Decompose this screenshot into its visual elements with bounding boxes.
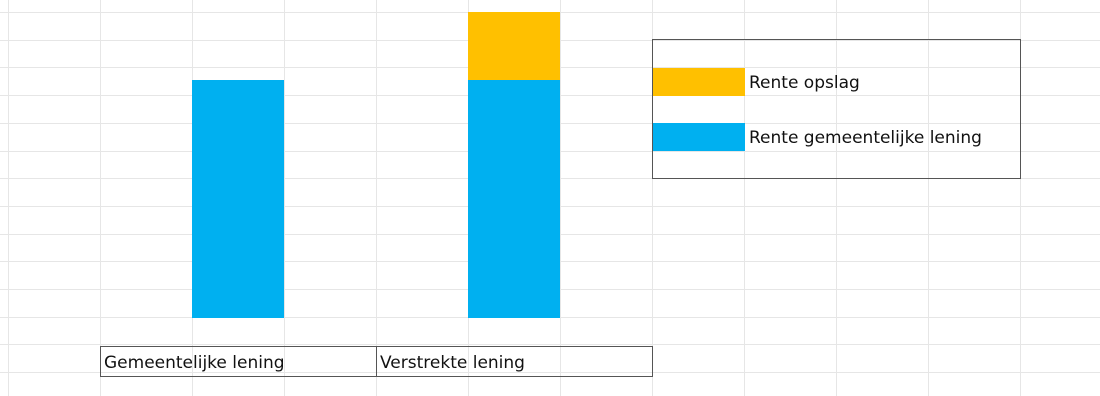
- bar-rente-gemeentelijke-lening-1: [468, 80, 560, 318]
- legend-label-rente-opslag: Rente opslag: [749, 73, 860, 93]
- legend-swatch-rente-opslag: [653, 68, 745, 96]
- category-cell-verstrekte: [376, 346, 653, 377]
- legend-label-rente-gemeentelijke-lening: Rente gemeentelijke lening: [749, 128, 982, 148]
- legend: Rente opslag Rente gemeentelijke lening: [652, 39, 1021, 179]
- category-label-gemeentelijke: Gemeentelijke lening: [104, 353, 285, 373]
- legend-swatch-rente-gemeentelijke-lening: [653, 123, 745, 151]
- bar-rente-opslag-1: [468, 12, 560, 80]
- bar-series: [192, 12, 560, 318]
- bar-rente-gemeentelijke-lening-0: [192, 80, 284, 318]
- category-axis: Gemeentelijke lening Verstrekte lening: [100, 346, 653, 377]
- legend-box: [652, 39, 1021, 179]
- category-label-verstrekte: Verstrekte lening: [380, 353, 525, 373]
